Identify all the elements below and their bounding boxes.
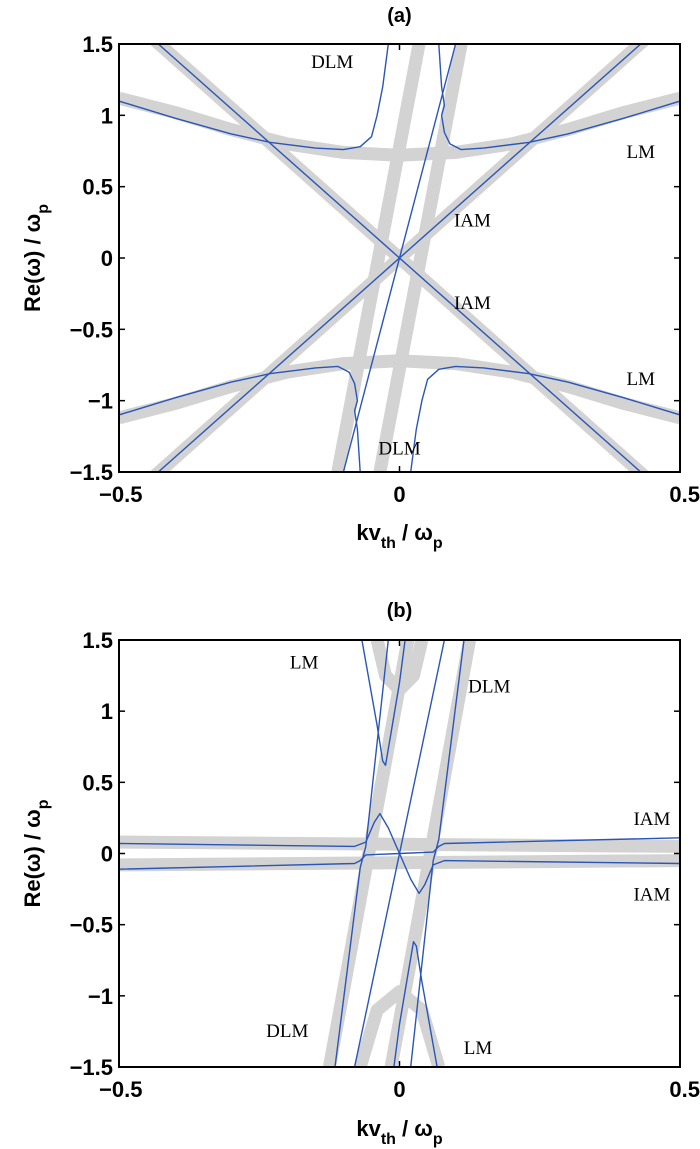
y-axis-label: Re(ω) / ωp	[20, 204, 52, 312]
x-axis-label: kvth / ωp	[356, 520, 443, 552]
x-tick-label: 0.5	[669, 1077, 700, 1102]
blue-LM-lower-right-curve	[410, 365, 680, 472]
y-tick-label: −1.5	[70, 1055, 113, 1080]
plot-area	[119, 44, 680, 472]
y-axis-label: Re(ω) / ωp	[20, 799, 52, 907]
panel-b: 1.510.50−0.5−1−1.5−0.5 0 0.5(b)kvth / ωpRe…	[20, 600, 700, 1148]
panel-title: (b)	[387, 600, 413, 622]
y-tick-label: −0.5	[70, 317, 113, 342]
gray-LM-top-curve	[370, 640, 429, 697]
blue-LM-lower-left-curve	[119, 365, 361, 472]
blue-IAM-upper-curve	[119, 812, 680, 855]
gray-LM-bottom-curve	[353, 985, 446, 1067]
curve-annotation: DLM	[468, 677, 510, 698]
panel-title: (a)	[387, 5, 411, 27]
blue-DLM-right-curve	[410, 640, 465, 1067]
x-tick-label: 0.5	[669, 482, 700, 507]
gray-DLM-right-curve	[373, 44, 468, 472]
y-tick-label: 1	[101, 699, 113, 724]
blue-DLM-left-curve	[334, 640, 389, 1067]
x-tick-label: 0	[393, 482, 405, 507]
curve-annotation: IAM	[633, 884, 670, 905]
curve-annotation: LM	[626, 369, 655, 390]
blue-IAM-lower-curve	[119, 852, 680, 895]
y-tick-label: 0	[101, 842, 113, 867]
curve-annotation: DLM	[311, 52, 353, 73]
y-tick-label: 0.5	[82, 175, 113, 200]
blue-LM-bottom-curve	[393, 941, 438, 1067]
y-tick-label: 1.5	[82, 32, 113, 57]
y-tick-label: −1.5	[70, 460, 113, 485]
x-axis-label: kvth / ωp	[356, 1116, 443, 1148]
y-tick-label: 0	[101, 246, 113, 271]
gray-IAM-lower-curve	[119, 854, 680, 872]
y-tick-label: 1	[101, 103, 113, 128]
curve-annotation: IAM	[633, 809, 670, 830]
x-tick-label: 0	[393, 1077, 405, 1102]
curve-annotation: LM	[626, 142, 655, 163]
curve-annotation: DLM	[266, 1021, 308, 1042]
y-tick-label: 0.5	[82, 770, 113, 795]
curve-annotation: IAM	[454, 210, 491, 231]
gray-IAM-upper-curve	[119, 835, 680, 853]
blue-center-curve	[353, 640, 446, 1067]
y-tick-label: −1	[88, 984, 113, 1009]
plot-area	[119, 640, 680, 1067]
curve-annotation: LM	[464, 1038, 493, 1059]
blue-LM-top-curve	[361, 640, 406, 766]
panel-a: 1.510.50−0.5−1−1.5−0.5 0 0.5(a)kvth / ωpRe…	[20, 5, 700, 552]
x-tick-label: −0.5	[99, 1077, 142, 1102]
y-tick-label: −0.5	[70, 913, 113, 938]
blue-LM-upper-left-curve	[119, 44, 389, 151]
gray-DLM-left-curve	[331, 44, 426, 472]
x-tick-label: −0.5	[99, 482, 142, 507]
curve-annotation: DLM	[378, 439, 420, 460]
blue-DLM-center-curve	[342, 44, 457, 472]
y-tick-label: −1	[88, 389, 113, 414]
curve-annotation: LM	[290, 652, 319, 673]
y-tick-label: 1.5	[82, 628, 113, 653]
curve-annotation: IAM	[454, 293, 491, 314]
blue-LM-upper-right-curve	[438, 44, 680, 151]
